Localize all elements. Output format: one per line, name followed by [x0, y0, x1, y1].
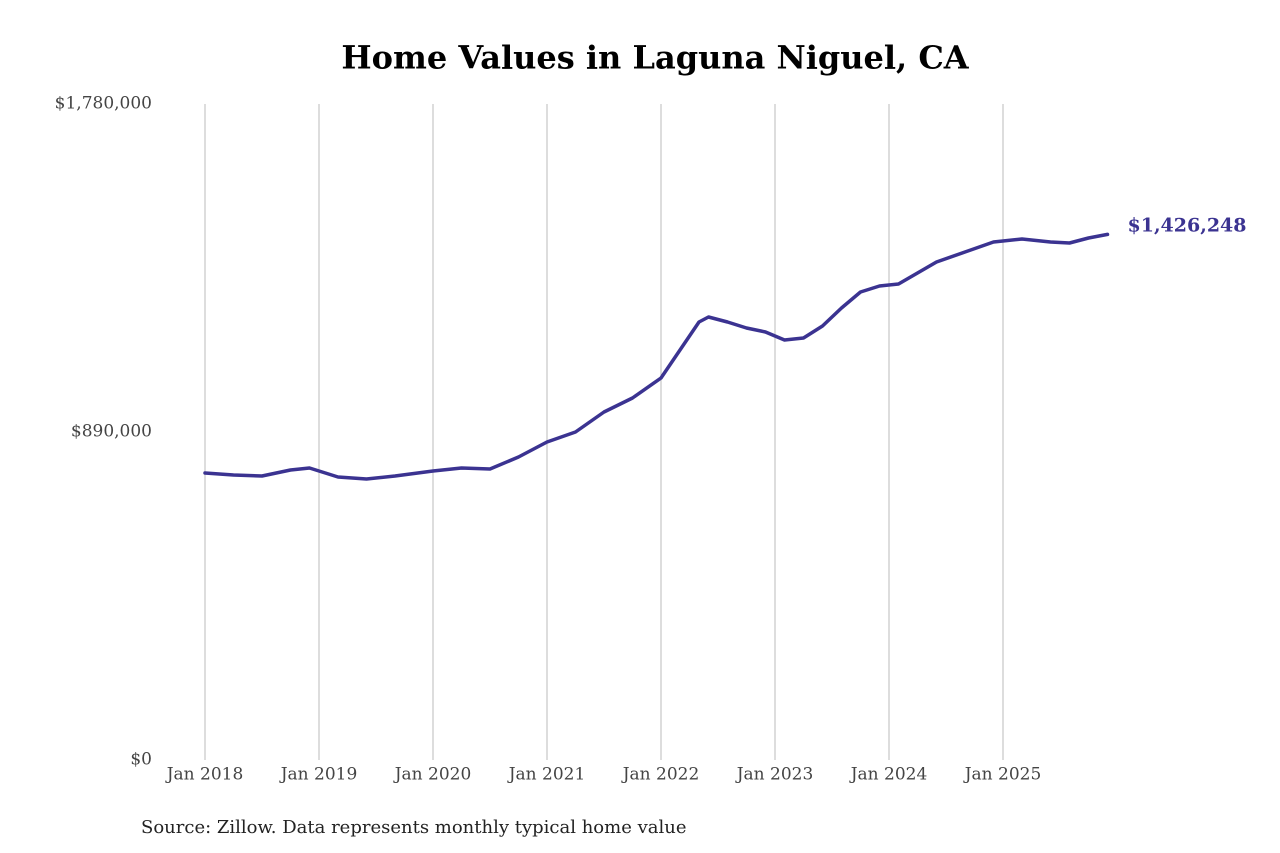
- source-note: Source: Zillow. Data represents monthly …: [141, 817, 687, 838]
- end-value-label: $1,426,248: [1128, 214, 1247, 236]
- x-tick-label: Jan 2025: [963, 765, 1042, 785]
- x-tick-label: Jan 2024: [849, 765, 928, 785]
- x-tick-label: Jan 2020: [393, 765, 472, 785]
- y-tick-label: $1,780,000: [55, 94, 152, 114]
- y-tick-label: $890,000: [71, 422, 152, 442]
- x-tick-label: Jan 2022: [621, 765, 700, 785]
- chart-title: Home Values in Laguna Niguel, CA: [341, 39, 969, 77]
- y-tick-label: $0: [130, 750, 152, 770]
- data-line: [203, 232, 1110, 481]
- x-tick-label: Jan 2023: [735, 765, 814, 785]
- x-tick-label: Jan 2018: [165, 765, 244, 785]
- x-tick-label: Jan 2021: [507, 765, 586, 785]
- x-tick-label: Jan 2019: [279, 765, 358, 785]
